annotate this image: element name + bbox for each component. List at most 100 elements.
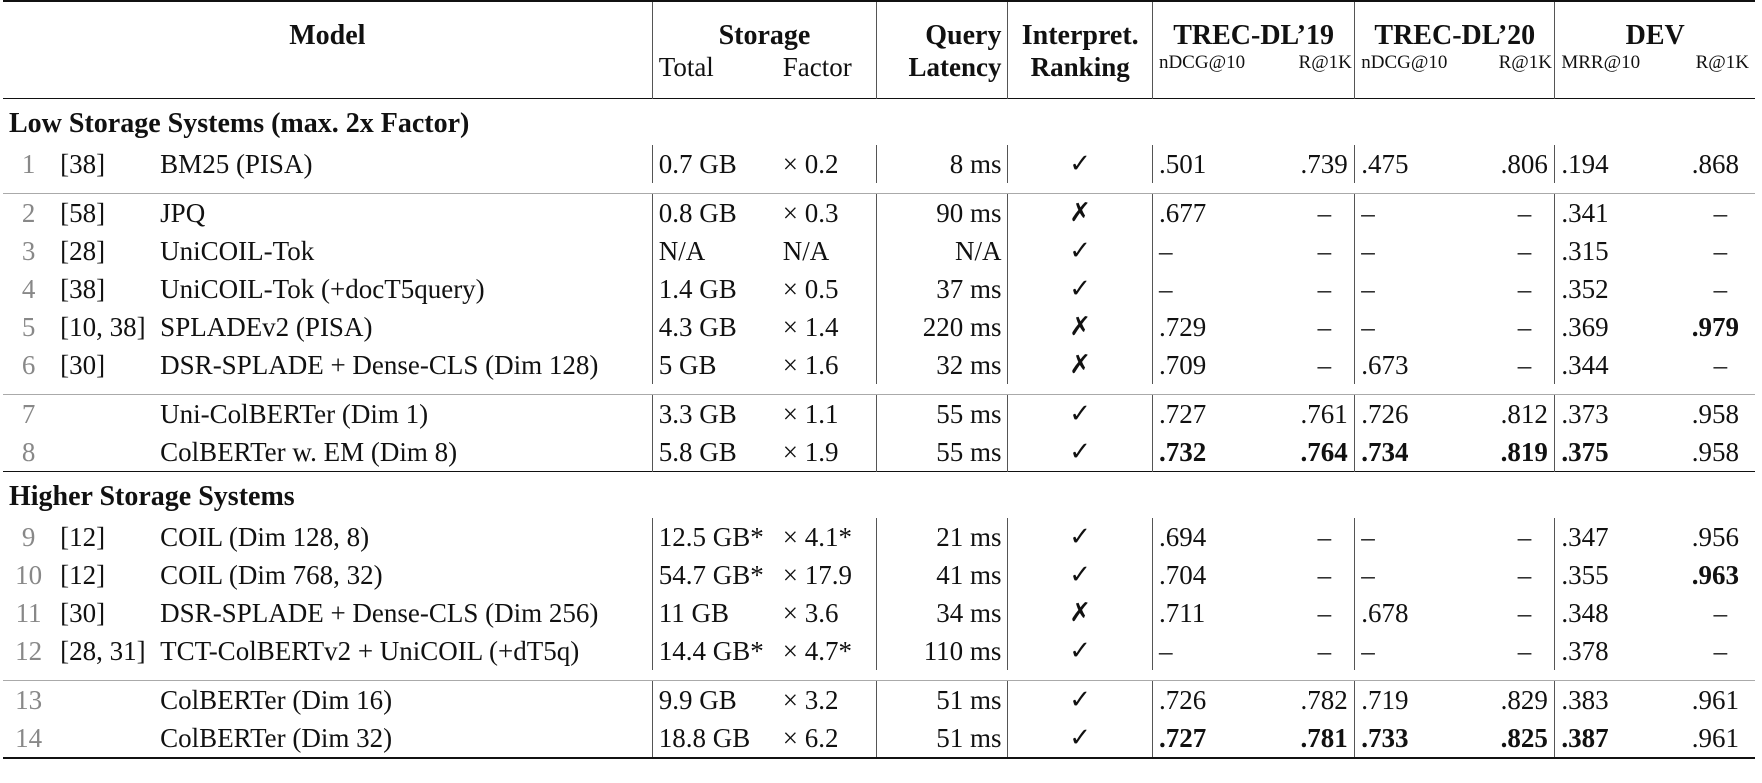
- table-row: 10 [12] COIL (Dim 768, 32) 54.7 GB* × 17.9 41…: [3, 556, 1755, 594]
- header-storage-factor: Factor: [782, 52, 852, 82]
- trec20-recall: .819: [1500, 436, 1548, 467]
- row-number: 7: [21, 398, 36, 429]
- model-name: ColBERTer w. EM (Dim 8): [160, 436, 458, 467]
- trec20-recall: .806: [1500, 148, 1548, 179]
- citation-ref: [12]: [60, 559, 106, 590]
- dev-mrr: .348: [1554, 594, 1684, 632]
- header-dev: DEV: [1554, 0, 1755, 52]
- trec20-ndcg: .475: [1354, 145, 1493, 183]
- query-latency: 37 ms: [876, 270, 1008, 308]
- storage-factor: N/A: [782, 235, 830, 266]
- storage-factor: × 3.6: [782, 597, 839, 628]
- row-number: 3: [21, 235, 36, 266]
- dev-mrr: .355: [1554, 556, 1684, 594]
- storage-total: 18.8 GB: [651, 719, 777, 759]
- citation-ref: [38]: [60, 273, 106, 304]
- storage-factor: × 1.6: [782, 349, 839, 380]
- citation-ref: [28]: [60, 235, 106, 266]
- query-latency: 55 ms: [876, 394, 1008, 433]
- trec19-recall: –: [1317, 349, 1332, 380]
- header-trec20: TREC-DL’20: [1354, 0, 1555, 52]
- query-latency: 110 ms: [876, 632, 1008, 670]
- trec19-recall: –: [1317, 635, 1332, 666]
- storage-total: 11 GB: [651, 594, 777, 632]
- dev-mrr: .383: [1554, 680, 1684, 719]
- dev-mrr: .378: [1554, 632, 1684, 670]
- dev-mrr: .369: [1554, 308, 1684, 346]
- trec20-recall: .825: [1492, 719, 1555, 759]
- trec19-ndcg: .704: [1151, 556, 1293, 594]
- header-storage-total: Total: [651, 52, 777, 99]
- table-row: 5 [10, 38] SPLADEv2 (PISA) 4.3 GB × 1.4 220 m…: [3, 308, 1755, 346]
- model-name: DSR-SPLADE + Dense-CLS (Dim 256): [160, 597, 599, 628]
- storage-factor: × 0.3: [782, 197, 839, 228]
- query-latency: 90 ms: [876, 193, 1008, 232]
- query-latency: 32 ms: [876, 346, 1008, 384]
- citation-ref: [54, 433, 154, 472]
- table-row: 2 [58] JPQ 0.8 GB × 0.3 90 ms ✗ .677– – – .341–: [3, 193, 1755, 232]
- storage-factor: × 4.1*: [782, 521, 852, 552]
- check-icon: ✓: [1007, 680, 1153, 719]
- trec19-ndcg: .727: [1151, 394, 1293, 433]
- trec20-ndcg: –: [1354, 270, 1493, 308]
- trec20-ndcg: .733: [1354, 719, 1493, 759]
- header-model: Model: [3, 0, 653, 52]
- table-row: 12 [28, 31] TCT-ColBERTv2 + UniCOIL (+dT5q…: [3, 632, 1755, 670]
- results-table: Model Storage Query Interpret. TREC-DL’1…: [3, 0, 1755, 759]
- header-ndcg19: nDCG@10: [1151, 52, 1293, 99]
- trec19-ndcg: –: [1151, 632, 1293, 670]
- header-latency: Latency: [876, 52, 1008, 99]
- dev-mrr: .352: [1554, 270, 1684, 308]
- table-row: 11 [30] DSR-SPLADE + Dense-CLS (Dim 256) 11…: [3, 594, 1755, 632]
- storage-total: 5 GB: [651, 346, 777, 384]
- row-number: 13: [15, 684, 43, 715]
- dev-mrr: .315: [1554, 232, 1684, 270]
- trec20-recall: –: [1517, 197, 1532, 228]
- storage-total: 4.3 GB: [651, 308, 777, 346]
- storage-factor: × 1.9: [782, 436, 839, 467]
- trec20-recall: –: [1517, 635, 1532, 666]
- row-number: 10: [15, 559, 43, 590]
- storage-total: 0.8 GB: [651, 193, 777, 232]
- dev-recall: .961: [1683, 719, 1755, 759]
- header-interp: Interpret.: [1007, 0, 1153, 52]
- dev-recall: –: [1713, 273, 1728, 304]
- dev-mrr: .387: [1554, 719, 1684, 759]
- trec19-ndcg: .709: [1151, 346, 1293, 384]
- storage-factor: × 1.1: [782, 398, 839, 429]
- header-storage: Storage: [651, 0, 877, 52]
- trec19-ndcg: .711: [1151, 594, 1293, 632]
- section-title: Higher Storage Systems: [3, 471, 1755, 518]
- dev-recall: .979: [1691, 311, 1740, 342]
- trec19-ndcg: –: [1151, 232, 1293, 270]
- check-icon: ✓: [1007, 394, 1153, 433]
- model-name: TCT-ColBERTv2 + UniCOIL (+dT5q): [160, 635, 580, 666]
- table-row: 8 ColBERTer w. EM (Dim 8) 5.8 GB × 1.9 55 ms…: [3, 433, 1755, 472]
- trec20-recall: –: [1517, 559, 1532, 590]
- dev-recall: –: [1713, 597, 1728, 628]
- trec19-recall: .764: [1300, 436, 1348, 467]
- row-number: 11: [15, 597, 42, 628]
- dev-mrr: .341: [1554, 193, 1684, 232]
- table-row: 7 Uni-ColBERTer (Dim 1) 3.3 GB × 1.1 55 ms ✓.…: [3, 394, 1755, 433]
- check-icon: ✓: [1007, 145, 1153, 183]
- dev-recall: .963: [1691, 559, 1740, 590]
- citation-ref: [12]: [60, 521, 106, 552]
- row-number: 6: [21, 349, 36, 380]
- trec20-ndcg: .719: [1354, 680, 1493, 719]
- storage-total: 0.7 GB: [651, 145, 777, 183]
- trec20-ndcg: .673: [1354, 346, 1493, 384]
- trec20-ndcg: .734: [1354, 433, 1493, 472]
- trec20-recall: –: [1517, 349, 1532, 380]
- trec19-recall: –: [1317, 235, 1332, 266]
- trec19-recall: –: [1317, 311, 1332, 342]
- citation-ref: [38]: [60, 148, 106, 179]
- trec19-ndcg: .732: [1151, 433, 1293, 472]
- dev-mrr: .373: [1554, 394, 1684, 433]
- model-name: ColBERTer (Dim 32): [154, 719, 653, 759]
- header-ranking: Ranking: [1007, 52, 1153, 99]
- group-spacer: [3, 670, 1755, 681]
- trec20-recall: –: [1517, 311, 1532, 342]
- row-number: 9: [21, 521, 36, 552]
- section-header: Higher Storage Systems: [3, 471, 1755, 518]
